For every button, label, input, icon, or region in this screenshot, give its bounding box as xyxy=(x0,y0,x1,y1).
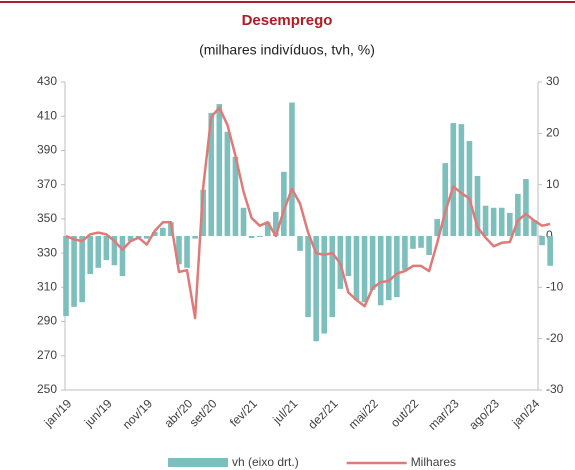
bar xyxy=(321,236,328,334)
bar xyxy=(192,236,198,239)
y2-tick-label: 20 xyxy=(546,126,560,140)
bar xyxy=(490,207,497,236)
y-tick-label: 390 xyxy=(37,143,57,157)
y-tick-label: 270 xyxy=(37,348,57,362)
x-tick-label: mai/22 xyxy=(346,396,382,432)
y2-tick-label: -20 xyxy=(546,331,564,345)
bar xyxy=(402,236,408,270)
bar xyxy=(345,236,352,277)
bar xyxy=(240,207,247,236)
y2-tick-label: 30 xyxy=(546,74,560,88)
y-tick-label: 290 xyxy=(37,314,57,328)
bar xyxy=(531,220,537,236)
bar xyxy=(329,236,336,318)
y-tick-label: 370 xyxy=(37,177,57,191)
bar xyxy=(208,112,215,236)
bar xyxy=(361,236,368,303)
x-tick-label: nov/19 xyxy=(120,396,156,432)
bar xyxy=(482,205,489,236)
bar xyxy=(248,236,255,239)
bar xyxy=(547,236,553,266)
bar xyxy=(442,163,449,236)
y-tick-label: 250 xyxy=(37,382,57,396)
bar xyxy=(377,236,384,306)
legend-swatch xyxy=(168,458,228,467)
x-tick-label: mar/23 xyxy=(425,396,462,433)
bar xyxy=(394,236,400,298)
bar xyxy=(539,236,545,246)
bar xyxy=(87,236,94,274)
x-tick-label: dez/21 xyxy=(305,396,341,432)
bar xyxy=(272,211,279,236)
x-tick-label: set/20 xyxy=(187,396,220,429)
bar xyxy=(289,102,295,237)
x-tick-label: jan/19 xyxy=(41,396,75,430)
bar xyxy=(498,207,505,236)
bar xyxy=(418,236,424,248)
line xyxy=(65,106,551,320)
bar xyxy=(256,236,263,238)
bar xyxy=(176,236,182,265)
x-tick-label: jun/19 xyxy=(81,396,115,430)
bar xyxy=(224,131,231,236)
bar xyxy=(458,124,465,236)
bar xyxy=(385,236,392,301)
legend-label: Milhares xyxy=(411,455,456,469)
bar xyxy=(353,236,360,301)
bar xyxy=(160,227,166,236)
bar xyxy=(63,236,69,317)
bar xyxy=(281,171,287,236)
bar xyxy=(143,236,150,239)
bar xyxy=(466,141,473,236)
bar xyxy=(297,236,303,251)
y-tick-label: 330 xyxy=(37,245,57,259)
y2-tick-label: -10 xyxy=(546,280,564,294)
x-tick-label: jan/24 xyxy=(509,396,543,430)
bar xyxy=(71,236,77,307)
bar xyxy=(103,236,110,261)
bar xyxy=(127,236,134,242)
y-tick-label: 350 xyxy=(37,211,57,225)
bar xyxy=(426,236,432,255)
y-tick-label: 310 xyxy=(37,280,57,294)
bar xyxy=(515,193,521,236)
bar xyxy=(474,175,481,236)
bar xyxy=(506,212,513,236)
x-tick-label: fev/21 xyxy=(227,396,260,429)
bar xyxy=(216,104,223,236)
x-tick-label: ago/23 xyxy=(466,396,502,432)
legend-label: vh (eixo drt.) xyxy=(232,455,299,469)
y2-tick-label: 10 xyxy=(546,177,560,191)
bar xyxy=(200,189,206,236)
bar xyxy=(95,236,102,268)
bar xyxy=(369,236,376,290)
bar xyxy=(305,236,311,318)
y2-tick-label: 0 xyxy=(546,228,553,242)
y-tick-label: 410 xyxy=(37,108,57,122)
bar xyxy=(450,123,457,236)
y2-tick-label: -30 xyxy=(546,382,564,396)
x-tick-label: out/22 xyxy=(388,396,422,430)
bar xyxy=(232,156,239,236)
x-tick-label: abr/20 xyxy=(161,396,195,430)
bar xyxy=(410,236,416,249)
bar xyxy=(151,231,158,236)
bar xyxy=(264,222,271,236)
chart-subtitle: (milhares indivíduos, tvh, %) xyxy=(199,42,375,58)
bar xyxy=(119,236,126,277)
bar xyxy=(523,179,529,236)
bar xyxy=(79,236,85,303)
x-tick-label: jul/21 xyxy=(269,396,300,427)
bar xyxy=(434,219,440,236)
chart-title: Desemprego xyxy=(242,12,333,29)
bar xyxy=(111,236,118,266)
y-tick-label: 430 xyxy=(37,74,57,88)
bar xyxy=(313,236,319,342)
bar xyxy=(184,236,190,268)
